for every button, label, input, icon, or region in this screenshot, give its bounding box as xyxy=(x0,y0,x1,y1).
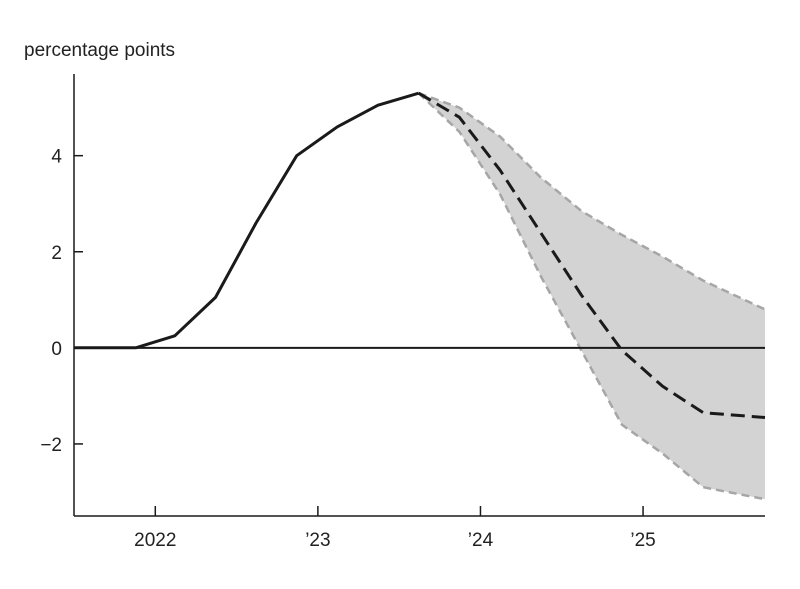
band-upper-edge xyxy=(418,92,766,311)
projection-series-line xyxy=(417,91,766,419)
tick-label-layer: 4 2 0 −2 2022 ’23 ’24 ’25 xyxy=(40,147,655,551)
y-tick-label: 2 xyxy=(51,243,62,264)
band-lower-edge xyxy=(417,92,766,501)
y-axis-label: percentage points xyxy=(24,40,175,61)
x-tick-label: ’25 xyxy=(630,530,655,551)
confidence-band-area xyxy=(418,93,765,500)
y-tick-label: 0 xyxy=(51,339,62,360)
confidence-band-layer xyxy=(417,92,766,501)
series-layer xyxy=(74,91,766,419)
x-tick-label: ’23 xyxy=(305,530,330,551)
y-tick-label: 4 xyxy=(51,147,62,168)
x-tick-label: ’24 xyxy=(468,530,494,551)
axes-layer xyxy=(73,74,765,517)
x-tick-label: 2022 xyxy=(134,530,176,551)
actual-series-line xyxy=(74,91,420,350)
y-tick-label: −2 xyxy=(40,435,62,456)
